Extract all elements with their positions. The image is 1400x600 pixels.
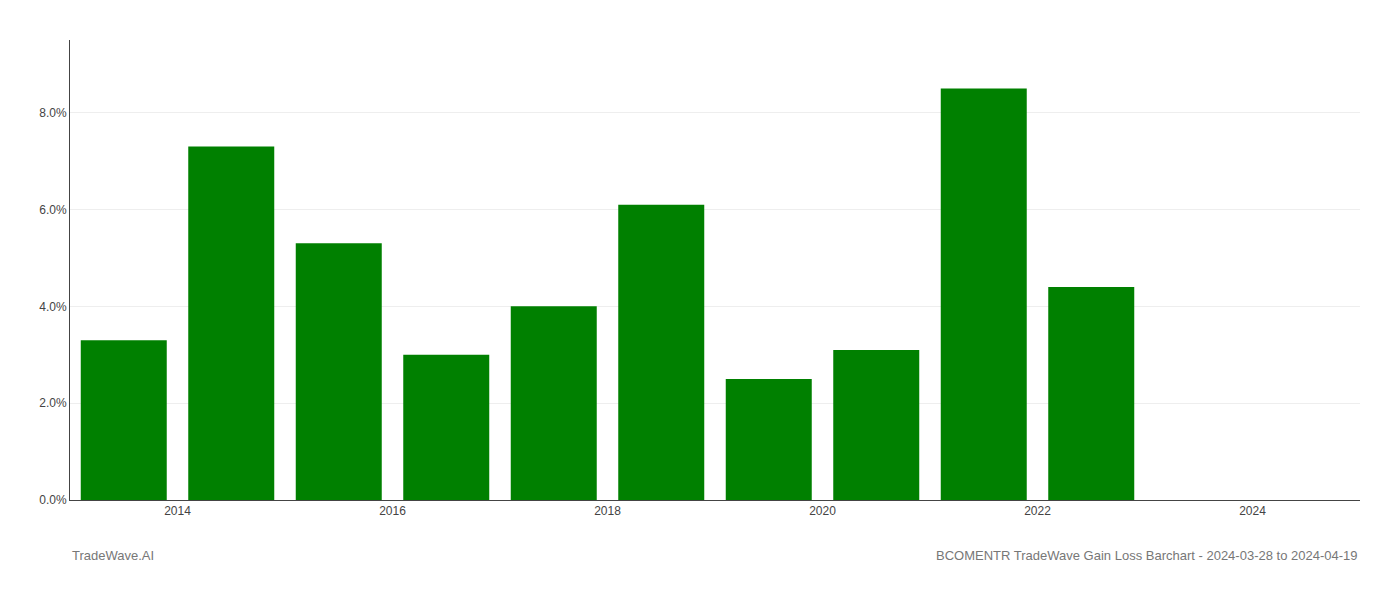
svg-text:2018: 2018 (594, 504, 621, 518)
svg-text:2022: 2022 (1024, 504, 1051, 518)
svg-text:2.0%: 2.0% (39, 396, 67, 410)
svg-text:TradeWave.AI: TradeWave.AI (72, 548, 154, 563)
svg-text:2020: 2020 (809, 504, 836, 518)
svg-text:2016: 2016 (379, 504, 406, 518)
svg-text:6.0%: 6.0% (39, 203, 67, 217)
svg-text:BCOMENTR TradeWave Gain Loss B: BCOMENTR TradeWave Gain Loss Barchart - … (936, 548, 1358, 563)
svg-text:4.0%: 4.0% (39, 300, 67, 314)
svg-text:8.0%: 8.0% (39, 106, 67, 120)
svg-text:2014: 2014 (164, 504, 191, 518)
svg-text:0.0%: 0.0% (39, 493, 67, 507)
svg-text:2024: 2024 (1239, 504, 1266, 518)
